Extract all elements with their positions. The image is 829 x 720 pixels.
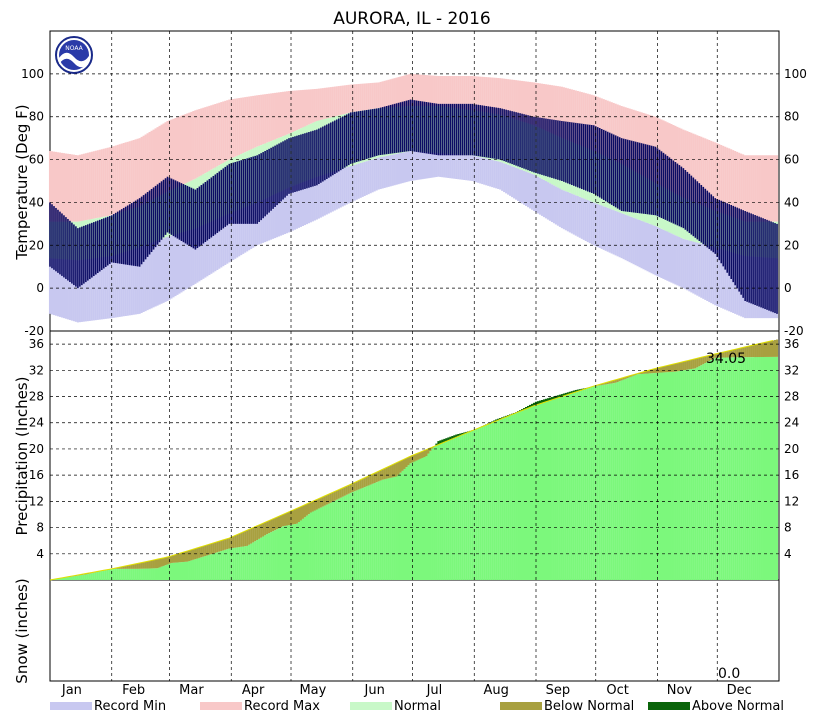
noaa-logo: NOAA: [55, 36, 93, 74]
legend-label: Below Normal: [544, 699, 634, 714]
legend-swatch: [350, 702, 392, 710]
temp-tick-right: 20: [784, 238, 799, 252]
legend-swatch: [648, 702, 690, 710]
temp-tick-left: 60: [29, 153, 44, 167]
precipitation-plot: [49, 339, 779, 581]
precip-tick-left: 36: [29, 337, 44, 351]
precip-tick-left: 16: [29, 468, 44, 482]
precip-tick-right: 20: [784, 442, 799, 456]
legend-swatch: [50, 702, 92, 710]
month-label: Apr: [242, 683, 265, 698]
chart-title: AURORA, IL - 2016: [333, 9, 491, 29]
temp-tick-left: 40: [29, 195, 44, 209]
precip-tick-right: 36: [784, 337, 799, 351]
month-label: May: [299, 683, 326, 698]
temp-tick-left: -20: [24, 324, 44, 338]
month-label: Sep: [546, 683, 571, 698]
month-label: Aug: [483, 683, 508, 698]
precip-tick-right: 24: [784, 416, 799, 430]
month-label: Jul: [426, 683, 443, 698]
temp-tick-right: 80: [784, 110, 799, 124]
temp-tick-right: -20: [784, 324, 804, 338]
precip-tick-right: 32: [784, 363, 799, 377]
precip-tick-right: 28: [784, 390, 799, 404]
temp-tick-right: 100: [784, 67, 807, 81]
temperature-plot: [48, 73, 779, 323]
svg-text:NOAA: NOAA: [65, 45, 83, 52]
snow-total-label: 0.0: [718, 666, 740, 682]
legend: Record Min Record Max Normal Below Normal Ab…: [50, 699, 784, 714]
precip-tick-left: 4: [36, 547, 44, 561]
precip-tick-right: 12: [784, 494, 799, 508]
snow-axis-label: Snow (inches): [13, 578, 31, 683]
legend-swatch: [500, 702, 542, 710]
month-label: Oct: [606, 683, 628, 698]
precip-tick-left: 24: [29, 416, 44, 430]
precip-tick-left: 8: [36, 521, 44, 535]
legend-label: Record Min: [94, 699, 166, 714]
precip-tick-left: 28: [29, 390, 44, 404]
month-label: Feb: [122, 683, 145, 698]
grid-lines: [50, 31, 779, 681]
legend-label: Above Normal: [692, 699, 784, 714]
precip-tick-left: 20: [29, 442, 44, 456]
temperature-axis-label: Temperature (Deg F): [13, 104, 31, 260]
month-label: Jun: [364, 683, 385, 698]
temp-tick-right: 60: [784, 153, 799, 167]
temp-tick-right: 40: [784, 195, 799, 209]
month-label: Jan: [61, 683, 82, 698]
legend-label: Record Max: [244, 699, 320, 714]
precipitation-axis-label: Precipitation (Inches): [13, 377, 31, 536]
temp-tick-left: 0: [36, 281, 44, 295]
month-label: Mar: [179, 683, 204, 698]
precip-tick-left: 12: [29, 494, 44, 508]
precip-normal-line: [49, 339, 774, 581]
temp-tick-left: 20: [29, 238, 44, 252]
snow-panel: [49, 579, 780, 682]
precip-tick-left: 32: [29, 363, 44, 377]
month-label: Dec: [727, 683, 752, 698]
precip-tick-right: 16: [784, 468, 799, 482]
legend-swatch: [200, 702, 242, 710]
precipitation-total-label: 34.05: [706, 351, 746, 367]
axis-ticks: -20 -20 0 0 20 20 40 40 60 60 80 80 100 100 4 4 8 8 12 12 16…: [21, 67, 807, 561]
month-labels: Jan Feb Mar Apr May Jun Jul Aug Sep Oct Nov Dec: [61, 683, 752, 698]
temp-tick-right: 0: [784, 281, 792, 295]
temp-tick-left: 100: [21, 67, 44, 81]
legend-label: Normal: [394, 699, 441, 714]
precip-tick-right: 4: [784, 547, 792, 561]
precip-tick-right: 8: [784, 521, 792, 535]
temp-tick-left: 80: [29, 110, 44, 124]
month-label: Nov: [667, 683, 693, 698]
